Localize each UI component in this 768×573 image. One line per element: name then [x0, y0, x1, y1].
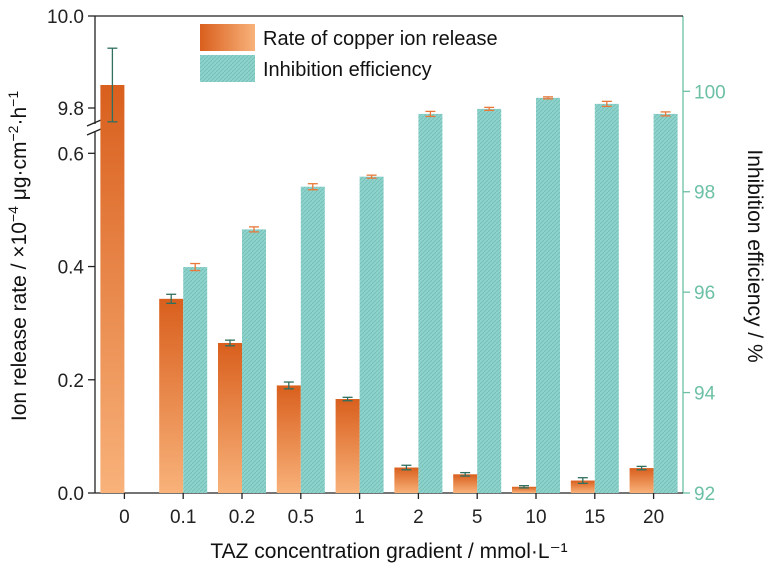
legend: Rate of copper ion release Inhibition ef…	[200, 24, 498, 82]
bar-copper-release	[276, 385, 301, 493]
bar-copper-release	[100, 85, 125, 493]
bar-inhibition-efficiency	[536, 97, 560, 494]
right-tick-label: 96	[694, 283, 715, 304]
bar-copper-release	[159, 298, 184, 493]
left-axis-title: Ion release rate / ×10−4 μg·cm−2·h−1	[5, 91, 31, 421]
bar-copper-release	[218, 342, 242, 493]
x-tick-label: 1	[354, 507, 365, 528]
bar-inhibition-efficiency	[359, 176, 384, 493]
bar-copper-release	[629, 468, 654, 493]
legend-label-inhibition: Inhibition efficiency	[263, 59, 432, 81]
bar-copper-release	[453, 474, 478, 493]
bar-inhibition-efficiency	[477, 108, 502, 494]
right-axis-title: Inhibition efficiency / %	[743, 149, 766, 362]
left-axis-ticks: 0.0 0.2 0.4 0.6 9.8 10.0	[47, 7, 95, 505]
x-tick-label: 5	[472, 507, 483, 528]
error-bars-layer	[107, 47, 671, 489]
legend-swatch-inhibition	[200, 55, 255, 82]
x-tick-label: 10	[525, 507, 546, 528]
x-axis-ticks: 0 0.1 0.2 0.5 1 2 5 10 15 20	[119, 493, 664, 528]
x-tick-label: 20	[643, 507, 664, 528]
right-tick-label: 92	[694, 484, 715, 505]
left-tick-label: 9.8	[58, 99, 84, 120]
bar-copper-release	[570, 480, 595, 493]
bar-inhibition-efficiency	[594, 103, 619, 494]
bar-inhibition-efficiency	[300, 186, 325, 493]
bar-copper-release	[394, 467, 419, 493]
bar-inhibition-efficiency	[183, 267, 208, 493]
bar-inhibition-efficiency	[418, 113, 443, 494]
left-tick-label: 0.6	[58, 144, 84, 165]
legend-swatch-copper-release	[200, 24, 255, 51]
axis-break-mark	[86, 119, 102, 136]
left-tick-label: 0.2	[58, 371, 84, 392]
right-tick-label: 100	[694, 82, 726, 103]
left-tick-label: 0.4	[58, 258, 85, 279]
right-axis-ticks: 92 94 96 98 100	[683, 82, 726, 505]
x-tick-label: 0	[119, 507, 130, 528]
x-tick-label: 2	[413, 507, 424, 528]
bar-inhibition-efficiency	[653, 113, 678, 494]
bar-copper-release	[512, 486, 536, 493]
bars-layer	[100, 85, 678, 494]
bar-copper-release	[335, 399, 360, 493]
x-tick-label: 0.1	[170, 507, 196, 528]
x-tick-label: 15	[584, 507, 605, 528]
left-tick-label: 10.0	[47, 7, 84, 28]
x-tick-label: 0.2	[229, 507, 255, 528]
bar-inhibition-efficiency	[242, 229, 266, 494]
right-tick-label: 98	[694, 183, 715, 204]
left-tick-label: 0.0	[58, 484, 84, 505]
x-axis-title: TAZ concentration gradient / mmol·L⁻¹	[210, 540, 567, 563]
legend-label-copper-release: Rate of copper ion release	[263, 28, 498, 50]
right-tick-label: 94	[694, 384, 716, 405]
x-tick-label: 0.5	[288, 507, 314, 528]
